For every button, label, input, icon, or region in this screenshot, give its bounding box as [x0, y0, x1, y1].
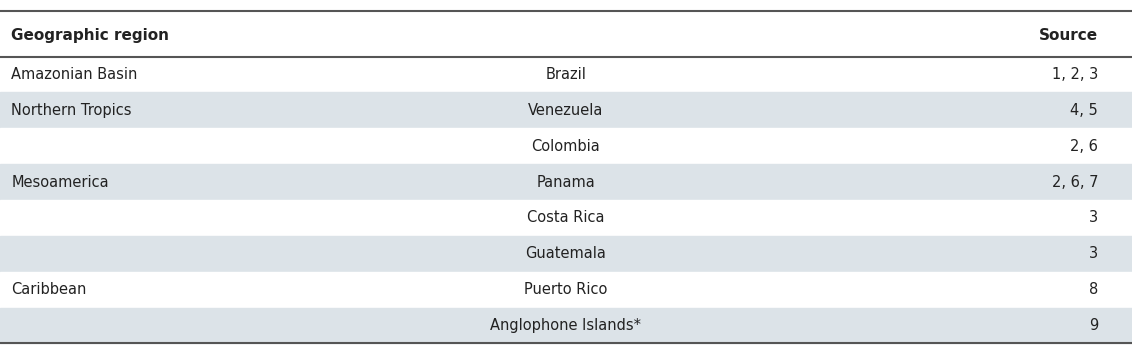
- Text: Brazil: Brazil: [546, 67, 586, 82]
- Text: Geographic region: Geographic region: [11, 28, 170, 44]
- Bar: [0, 129, 1132, 164]
- Text: 3: 3: [1089, 210, 1098, 225]
- Text: Anglophone Islands*: Anglophone Islands*: [490, 318, 642, 333]
- Text: Amazonian Basin: Amazonian Basin: [11, 67, 138, 82]
- Text: Source: Source: [1039, 28, 1098, 44]
- Text: 2, 6: 2, 6: [1070, 139, 1098, 154]
- Text: 8: 8: [1089, 282, 1098, 297]
- Text: Caribbean: Caribbean: [11, 282, 87, 297]
- Text: Puerto Rico: Puerto Rico: [524, 282, 608, 297]
- Text: 9: 9: [1089, 318, 1098, 333]
- Bar: [0, 236, 1132, 272]
- Bar: [0, 272, 1132, 308]
- Text: 3: 3: [1089, 246, 1098, 261]
- Text: Venezuela: Venezuela: [529, 103, 603, 118]
- Text: Colombia: Colombia: [532, 139, 600, 154]
- Text: Guatemala: Guatemala: [525, 246, 607, 261]
- Bar: [0, 11, 1132, 57]
- Text: Costa Rica: Costa Rica: [528, 210, 604, 225]
- Text: 2, 6, 7: 2, 6, 7: [1052, 175, 1098, 190]
- Text: Mesoamerica: Mesoamerica: [11, 175, 109, 190]
- Bar: [0, 57, 1132, 92]
- Text: Northern Tropics: Northern Tropics: [11, 103, 131, 118]
- Bar: [0, 200, 1132, 236]
- Text: 1, 2, 3: 1, 2, 3: [1052, 67, 1098, 82]
- Text: Panama: Panama: [537, 175, 595, 190]
- Bar: [0, 164, 1132, 200]
- Bar: [0, 92, 1132, 128]
- Text: 4, 5: 4, 5: [1070, 103, 1098, 118]
- Bar: [0, 308, 1132, 343]
